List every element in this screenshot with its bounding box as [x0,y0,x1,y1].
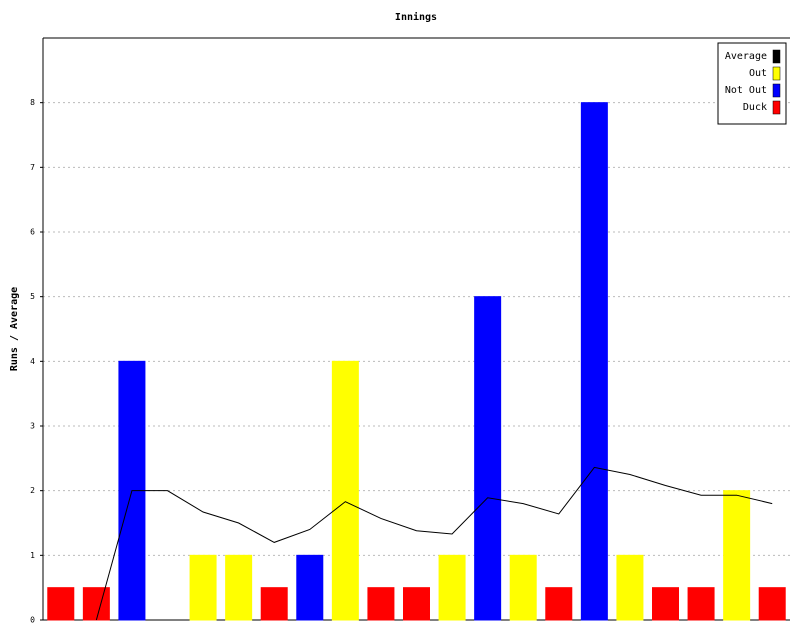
bar [758,587,786,621]
y-tick-label: 0 [30,616,35,625]
y-axis-label: Runs / Average [9,287,20,371]
bar [47,587,75,621]
bar [260,587,288,621]
bar [225,554,253,621]
legend-label: Out [749,68,767,79]
bar [474,296,502,621]
bar [616,554,644,621]
bar [82,587,110,621]
chart-title: Innings [395,11,437,23]
bar [438,554,466,621]
bar [331,360,359,621]
bar [687,587,715,621]
legend-swatch [772,49,781,64]
bar [723,490,751,621]
y-tick-label: 5 [30,292,35,301]
y-tick-label: 2 [30,486,35,495]
legend-swatch [772,100,781,115]
y-tick-label: 4 [30,357,35,366]
legend-label: Duck [743,102,767,113]
bar [652,587,679,621]
y-tick-label: 7 [30,163,35,172]
legend-swatch [772,83,781,98]
y-tick-label: 3 [30,422,35,431]
legend-swatch [772,66,781,81]
bar [509,554,537,621]
y-tick-label: 1 [30,551,35,560]
bar [296,554,324,621]
bar [189,554,217,621]
bar [403,587,430,621]
average-line [95,466,773,621]
y-tick-label: 6 [30,228,35,237]
y-tick-label: 8 [30,98,35,107]
bar [367,587,395,621]
bar [545,587,573,621]
legend-label: Average [725,51,767,62]
bar [580,102,608,621]
legend-label: Not Out [725,85,767,96]
